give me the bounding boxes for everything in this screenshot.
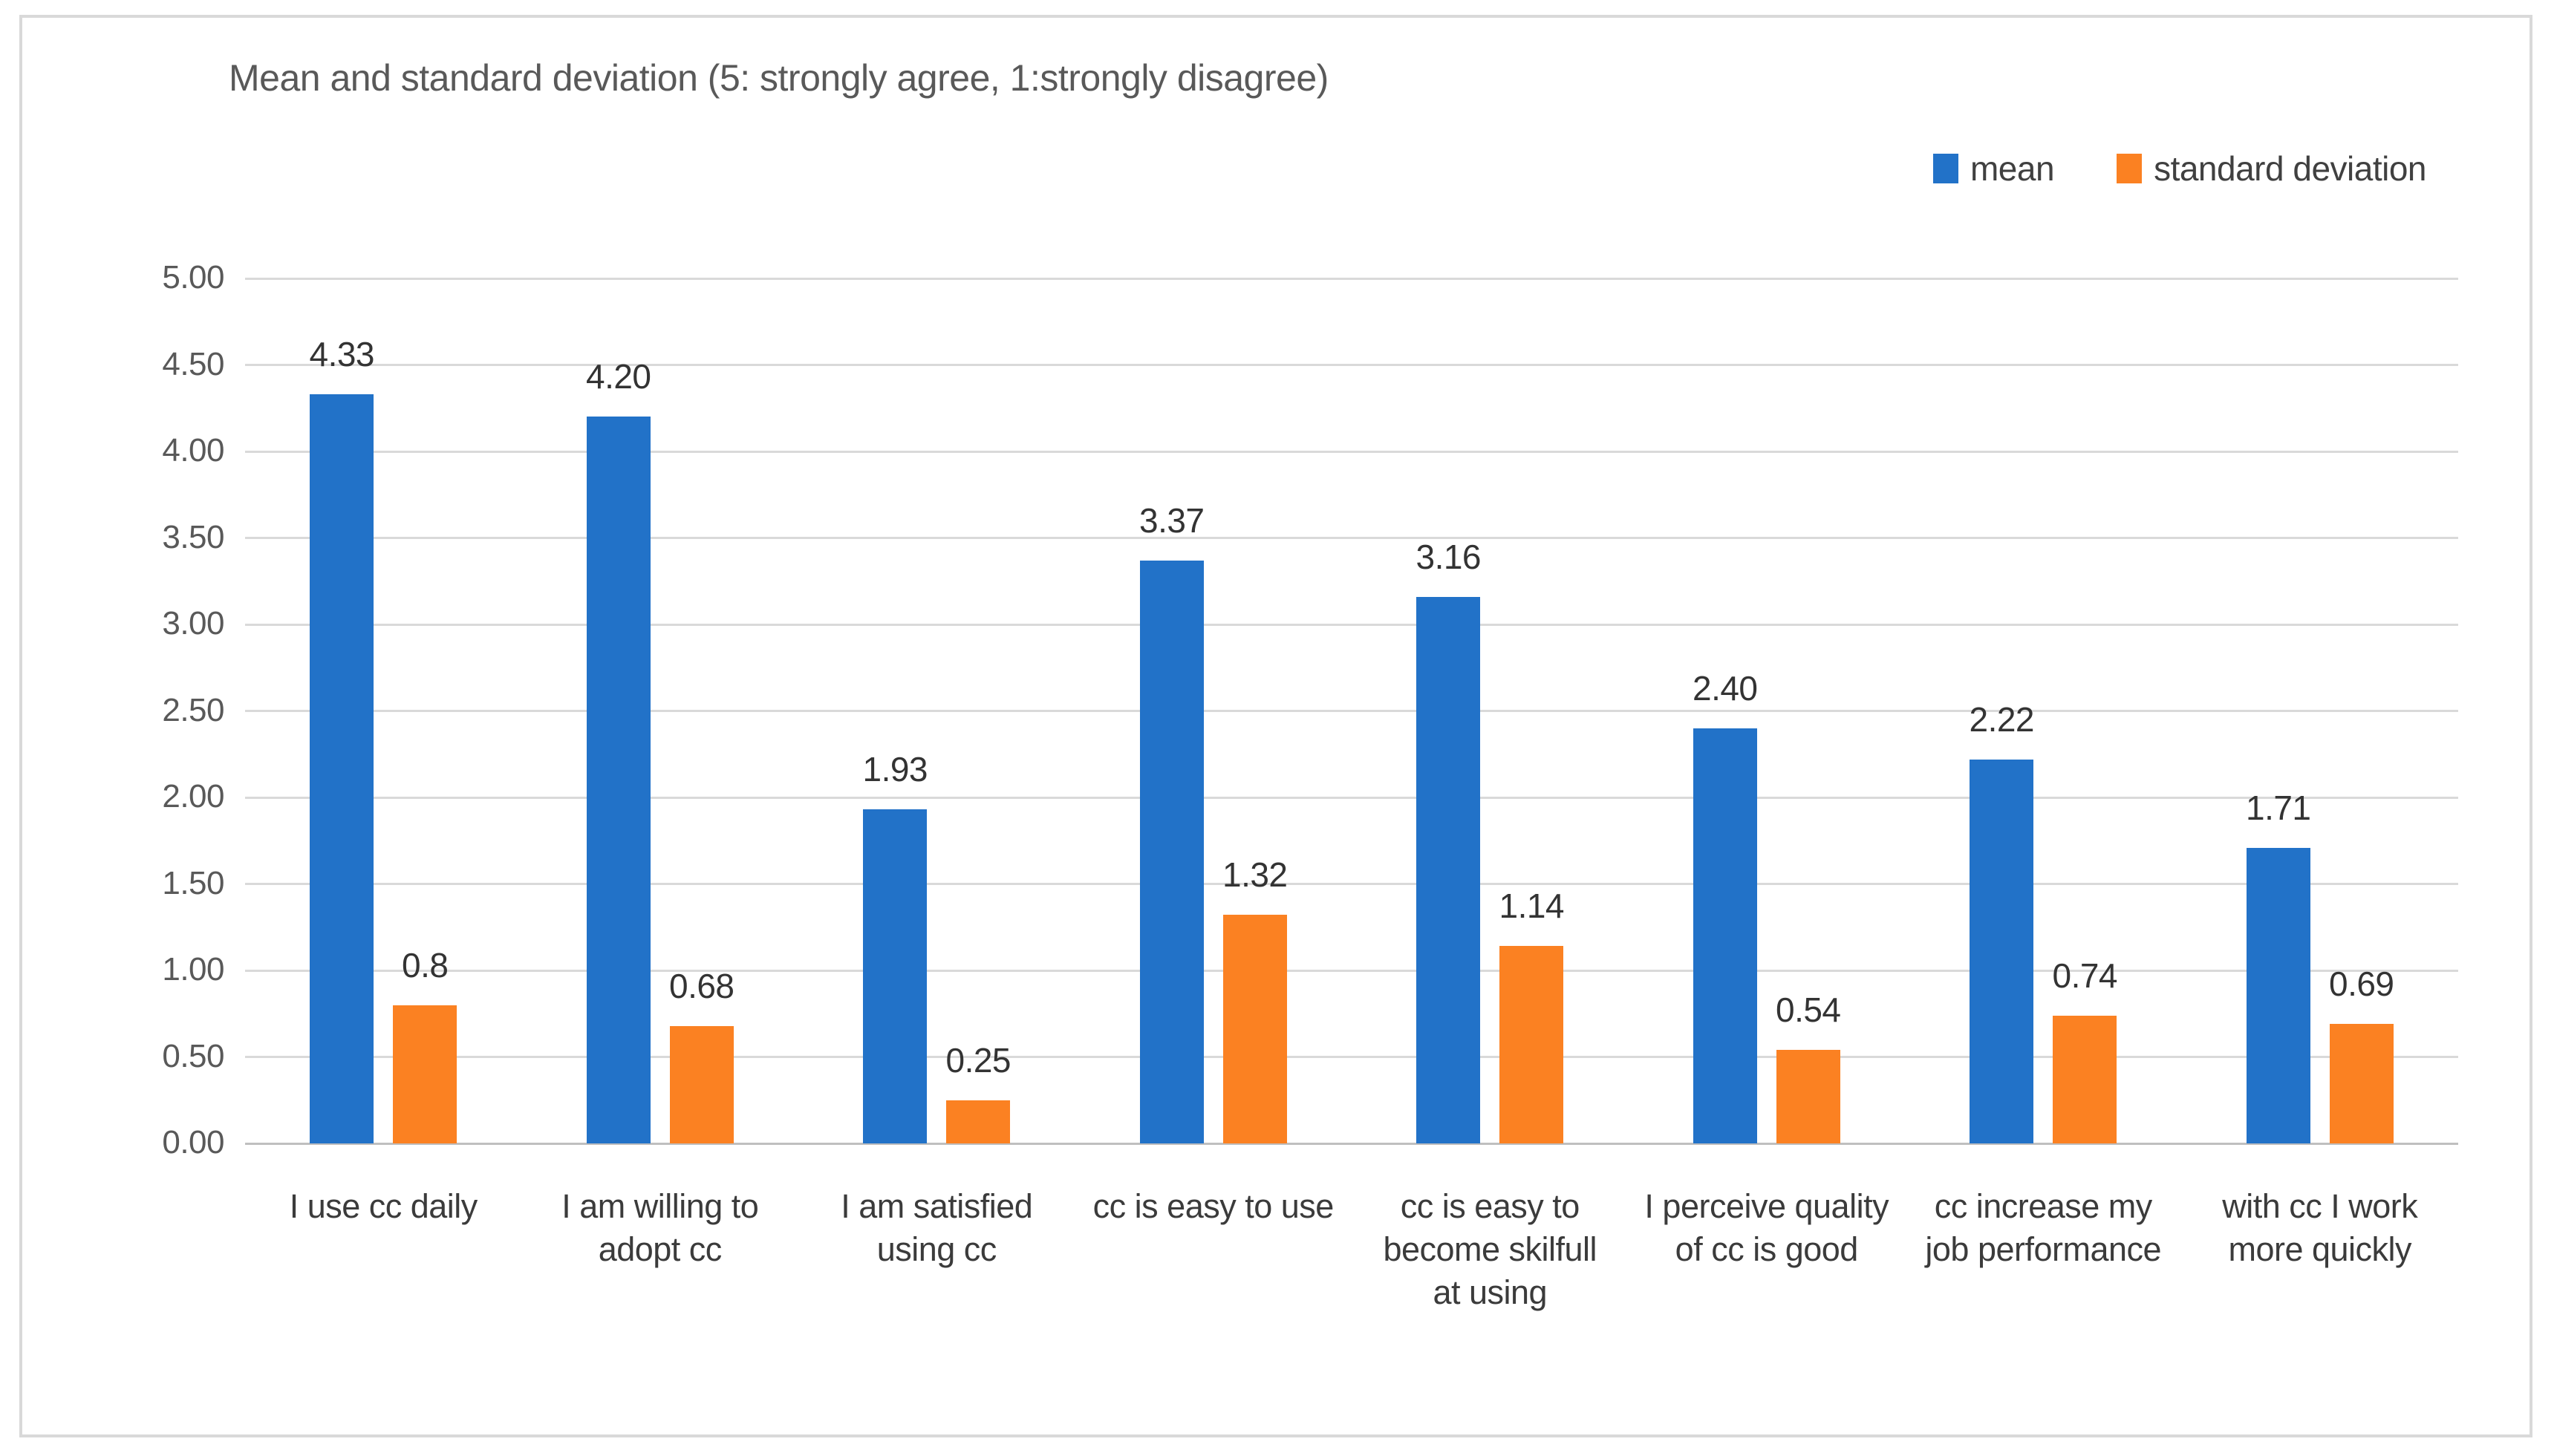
bar-mean-6 [1693, 728, 1757, 1143]
bar-mean-4 [1139, 560, 1204, 1143]
gridline [245, 277, 2458, 280]
chart-border [19, 15, 2532, 1437]
bar-value-label: 4.33 [309, 335, 375, 374]
x-category-label: I am satisfied using cc [841, 1187, 1033, 1268]
bar-mean-1 [310, 394, 374, 1143]
legend-item-standard-deviation: standard deviation [2117, 148, 2426, 189]
bar-stdev-5 [1499, 946, 1564, 1143]
bar-value-label: 1.32 [1222, 855, 1288, 895]
x-category-label: cc increase my job performance [1925, 1187, 2162, 1268]
bar-value-label: 1.93 [862, 750, 928, 789]
bar-value-label: 0.74 [2052, 956, 2118, 995]
bar-value-label: 3.37 [1138, 500, 1205, 540]
y-tick-label: 2.50 [162, 691, 224, 728]
plot-area: 4.33 0.8 4.20 0.68 1.93 0.25 3.37 1.32 3.16 1.14 2… [245, 277, 2458, 1145]
bar-stdev-6 [1776, 1050, 1840, 1143]
gridline [245, 450, 2458, 453]
bar-mean-2 [586, 417, 651, 1143]
gridline [245, 969, 2458, 972]
legend-label: mean [1970, 149, 2055, 188]
y-tick-label: 4.00 [162, 432, 224, 469]
bar-stdev-1 [393, 1005, 457, 1143]
y-tick-label: 2.00 [162, 778, 224, 814]
bar-value-label: 0.68 [668, 966, 734, 1005]
bar-value-label: 4.20 [585, 357, 651, 396]
bar-value-label: 0.25 [945, 1040, 1011, 1080]
bar-value-label: 0.69 [2328, 964, 2394, 1004]
gridline [245, 537, 2458, 539]
legend-label: standard deviation [2154, 149, 2426, 188]
legend-item-mean: mean [1932, 148, 2055, 189]
bar-value-label: 2.40 [1692, 668, 1758, 708]
bar-mean-5 [1416, 596, 1481, 1143]
gridline [245, 883, 2458, 885]
bar-value-label: 1.71 [2245, 788, 2311, 827]
y-tick-label: 1.50 [162, 864, 224, 901]
y-tick-label: 3.00 [162, 605, 224, 642]
y-tick-label: 0.50 [162, 1037, 224, 1074]
y-tick-label: 3.50 [162, 518, 224, 555]
bar-value-label: 1.14 [1499, 887, 1565, 926]
x-axis-line [245, 1142, 2458, 1145]
x-category-label: cc is easy to use [1092, 1187, 1335, 1225]
y-tick-label: 4.50 [162, 345, 224, 382]
bar-mean-8 [2246, 847, 2310, 1143]
x-category-label: with cc I work more quickly [2222, 1187, 2418, 1268]
bar-value-label: 3.16 [1416, 537, 1482, 576]
y-tick-label: 5.00 [162, 259, 224, 296]
y-tick-label: 0.00 [162, 1124, 224, 1160]
gridline [245, 364, 2458, 366]
bar-stdev-8 [2329, 1024, 2394, 1143]
gridline [245, 623, 2458, 626]
bar-value-label: 0.8 [402, 945, 449, 985]
legend-swatch-mean [1932, 154, 1958, 183]
gridline [245, 710, 2458, 712]
bar-stdev-7 [2053, 1015, 2117, 1143]
gridline [245, 1056, 2458, 1058]
bar-stdev-2 [669, 1025, 734, 1143]
x-category-label: I am willing to adopt cc [561, 1187, 759, 1268]
x-category-label: cc is easy to become skilfull at using [1383, 1187, 1597, 1311]
chart-title: Mean and standard deviation (5: strongly… [229, 57, 1329, 99]
gridline [245, 796, 2458, 799]
bar-mean-3 [863, 809, 928, 1143]
x-category-label: I use cc daily [289, 1187, 478, 1225]
bar-stdev-3 [946, 1100, 1011, 1143]
legend-swatch-stdev [2117, 154, 2143, 183]
y-tick-label: 1.00 [162, 951, 224, 987]
bar-stdev-4 [1222, 915, 1287, 1143]
bar-mean-7 [1970, 759, 2034, 1143]
bar-value-label: 2.22 [1969, 699, 2035, 739]
bar-value-label: 0.54 [1775, 990, 1841, 1030]
x-category-label: I perceive quality of cc is good [1644, 1187, 1889, 1268]
legend: mean standard deviation [1932, 148, 2426, 189]
